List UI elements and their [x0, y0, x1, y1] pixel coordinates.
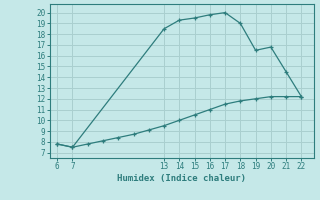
X-axis label: Humidex (Indice chaleur): Humidex (Indice chaleur) [117, 174, 246, 183]
